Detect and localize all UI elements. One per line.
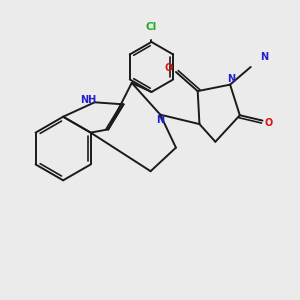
Text: N: N	[227, 74, 235, 84]
Text: NH: NH	[80, 95, 96, 105]
Text: O: O	[265, 118, 273, 128]
Text: N: N	[260, 52, 268, 62]
Text: Cl: Cl	[146, 22, 157, 32]
Text: O: O	[164, 63, 173, 74]
Text: N: N	[156, 115, 164, 125]
